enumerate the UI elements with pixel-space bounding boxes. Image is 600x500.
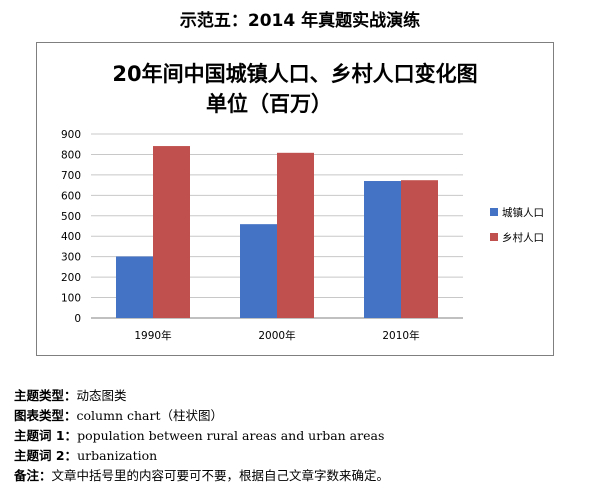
chart-subtitle: 单位（百万） bbox=[206, 92, 332, 116]
note-line: 图表类型：column chart（柱状图） bbox=[14, 406, 594, 426]
note-value: 文章中括号里的内容可要可不要，根据自己文章字数来确定。 bbox=[51, 468, 390, 483]
note-value: 动态图类 bbox=[76, 388, 127, 403]
note-line: 主题类型：动态图类 bbox=[14, 386, 594, 406]
bar-rural bbox=[153, 146, 190, 318]
bar-rural bbox=[277, 152, 314, 318]
note-key: 主题类型： bbox=[14, 388, 77, 403]
note-key: 主题词 1： bbox=[14, 428, 78, 443]
note-line: 备注：文章中括号里的内容可要可不要，根据自己文章字数来确定。 bbox=[14, 466, 594, 486]
y-tick-label: 0 bbox=[74, 313, 81, 325]
note-key: 图表类型： bbox=[14, 408, 77, 423]
x-tick-label: 1990年 bbox=[134, 329, 171, 342]
note-key: 主题词 2： bbox=[14, 448, 78, 463]
y-tick-label: 200 bbox=[61, 272, 81, 284]
bars bbox=[116, 146, 438, 318]
y-tick-label: 700 bbox=[61, 170, 81, 182]
legend-label: 乡村人口 bbox=[502, 231, 544, 244]
x-tick-label: 2000年 bbox=[258, 329, 295, 342]
y-tick-label: 400 bbox=[61, 231, 81, 243]
legend-swatch bbox=[490, 208, 498, 216]
legend-label: 城镇人口 bbox=[502, 206, 544, 219]
y-axis: 0 100 200 300 400 500 600 700 800 900 bbox=[61, 129, 81, 325]
note-key: 备注： bbox=[14, 468, 52, 483]
y-tick-label: 100 bbox=[61, 293, 81, 305]
y-tick-label: 500 bbox=[61, 211, 81, 223]
chart-title: 20年间中国城镇人口、乡村人口变化图 bbox=[112, 62, 477, 86]
x-tick-label: 2010年 bbox=[382, 329, 419, 342]
bar-rural bbox=[401, 180, 438, 318]
note-value: population between rural areas and urban… bbox=[77, 428, 385, 443]
notes: 主题类型：动态图类 图表类型：column chart（柱状图） 主题词 1：pop… bbox=[14, 386, 594, 486]
y-tick-label: 600 bbox=[61, 190, 81, 202]
note-line: 主题词 1：population between rural areas and… bbox=[14, 426, 594, 446]
note-value: column chart（柱状图） bbox=[76, 408, 223, 423]
x-axis: 1990年 2000年 2010年 bbox=[134, 329, 419, 342]
bar-urban bbox=[240, 224, 277, 318]
page-heading: 示范五：2014 年真题实战演练 bbox=[179, 11, 421, 31]
y-tick-label: 800 bbox=[61, 149, 81, 161]
chart-frame: 20年间中国城镇人口、乡村人口变化图 单位（百万） 0 100 200 300 400 5… bbox=[36, 42, 554, 356]
bar-urban bbox=[364, 181, 401, 318]
note-line: 主题词 2：urbanization bbox=[14, 446, 594, 466]
legend-swatch bbox=[490, 233, 498, 241]
bar-urban bbox=[116, 256, 153, 318]
note-value: urbanization bbox=[77, 448, 158, 463]
y-tick-label: 900 bbox=[61, 129, 81, 141]
chart: 20年间中国城镇人口、乡村人口变化图 单位（百万） 0 100 200 300 400 5… bbox=[61, 62, 544, 342]
y-tick-label: 300 bbox=[61, 252, 81, 264]
